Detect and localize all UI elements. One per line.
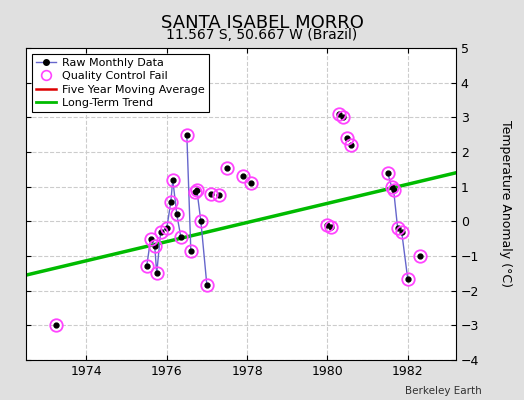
Y-axis label: Temperature Anomaly (°C): Temperature Anomaly (°C): [498, 120, 511, 288]
Legend: Raw Monthly Data, Quality Control Fail, Five Year Moving Average, Long-Term Tren: Raw Monthly Data, Quality Control Fail, …: [32, 54, 209, 112]
Text: 11.567 S, 50.667 W (Brazil): 11.567 S, 50.667 W (Brazil): [167, 28, 357, 42]
Text: SANTA ISABEL MORRO: SANTA ISABEL MORRO: [160, 14, 364, 32]
Text: Berkeley Earth: Berkeley Earth: [406, 386, 482, 396]
